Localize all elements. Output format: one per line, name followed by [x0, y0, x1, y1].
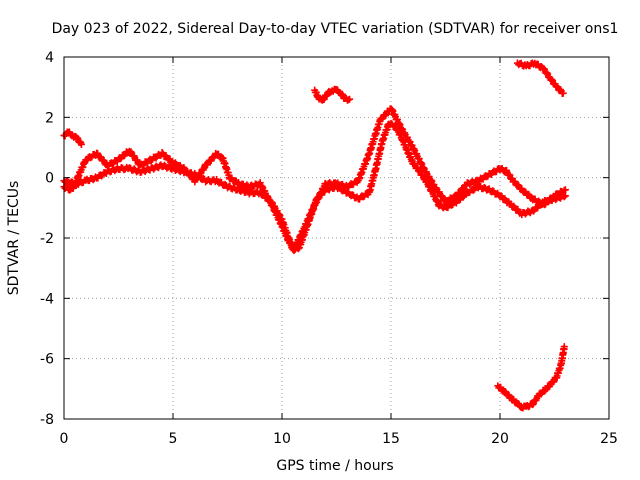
- y-tick-labels: -8 -6 -4 -2 0 2 4: [40, 50, 54, 428]
- data-point: [346, 95, 354, 103]
- data-point: [535, 197, 543, 205]
- data-point: [537, 390, 545, 398]
- data-point: [561, 186, 569, 194]
- y-tick-label: 2: [45, 110, 54, 126]
- x-tick-label: 15: [382, 431, 400, 447]
- data-point: [221, 180, 229, 188]
- y-tick-label: 4: [45, 50, 54, 66]
- chart-title: Day 023 of 2022, Sidereal Day-to-day VTE…: [52, 21, 619, 37]
- data-point: [116, 155, 124, 163]
- y-tick-label: -4: [40, 291, 54, 307]
- data-point: [77, 140, 85, 148]
- axis-ticks: [63, 56, 610, 420]
- data-point: [514, 181, 522, 189]
- x-tick-labels: 0 5 10 15 20 25: [60, 431, 618, 447]
- data-point: [543, 69, 551, 77]
- series-late-upper: [513, 59, 567, 98]
- data-point: [542, 386, 550, 394]
- grid: [64, 57, 609, 419]
- x-tick-label: 25: [600, 431, 618, 447]
- y-tick-label: 0: [45, 171, 54, 187]
- data-point: [559, 89, 567, 97]
- data-point: [158, 149, 166, 157]
- series-early-spur: [60, 128, 85, 148]
- series-upper-track: [60, 105, 569, 252]
- data-point: [96, 153, 104, 161]
- x-tick-label: 5: [169, 431, 178, 447]
- x-axis-label: GPS time / hours: [276, 458, 393, 474]
- x-tick-label: 10: [273, 431, 291, 447]
- y-tick-label: -6: [40, 352, 54, 368]
- data-point: [556, 86, 564, 94]
- data-point: [459, 193, 467, 201]
- x-tick-label: 20: [491, 431, 509, 447]
- x-tick-label: 0: [60, 431, 69, 447]
- data-point: [294, 245, 302, 253]
- data-point: [554, 191, 562, 199]
- y-tick-label: -8: [40, 412, 54, 428]
- data-point: [510, 202, 518, 210]
- data-point: [529, 401, 537, 409]
- data-point: [530, 207, 538, 215]
- data-point: [560, 343, 568, 351]
- y-tick-label: -2: [40, 231, 54, 247]
- series-late-lower: [494, 343, 568, 412]
- data-points: [60, 59, 569, 412]
- data-point: [548, 76, 556, 84]
- series-mid-arc: [311, 85, 354, 104]
- data-point: [139, 161, 147, 169]
- y-axis-label: SDTVAR / TECUs: [6, 181, 22, 296]
- data-point: [560, 193, 568, 201]
